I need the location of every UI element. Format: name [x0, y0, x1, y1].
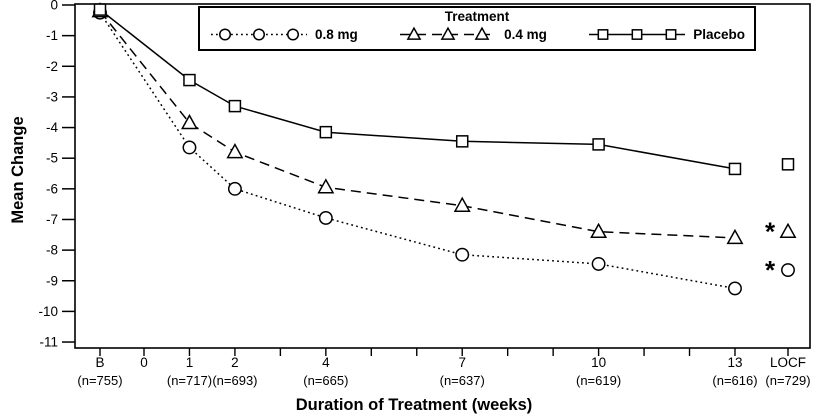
marker-circle-icon — [182, 140, 197, 155]
x-axis: B (n=755) 0 1 (n=717) 2 (n=693) 4 (n=665) 7 (n=637… — [77, 348, 811, 388]
legend-entry-placebo: Placebo — [587, 25, 745, 44]
x-tick-label: 1 — [186, 355, 194, 370]
y-axis-title: Mean Change — [9, 116, 27, 224]
marker-square-icon — [183, 73, 196, 87]
legend-swatch-circle-dotted-icon — [211, 27, 307, 41]
x-axis-title: Duration of Treatment (weeks) — [295, 396, 533, 414]
marker-square-icon — [597, 28, 609, 40]
marker-circle-icon — [218, 27, 232, 41]
asterisk-annotation: * — [765, 217, 776, 247]
marker-circle-icon — [591, 256, 606, 271]
x-tick-label: 0 — [140, 355, 148, 370]
marker-square-icon — [781, 158, 795, 171]
marker-square-icon — [319, 125, 333, 139]
marker-square-icon — [455, 135, 469, 148]
x-tick-sublabel: (n=717) — [167, 373, 212, 388]
plot-border — [74, 3, 811, 349]
y-tick-label: 0 — [50, 0, 58, 13]
marker-triangle-icon — [317, 178, 335, 194]
legend-swatch-triangle-dashed-icon — [400, 26, 497, 40]
x-tick-sublabel: (n=616) — [712, 373, 757, 388]
x-tick-sublabel: (n=755) — [77, 373, 122, 388]
marker-triangle-icon — [440, 26, 456, 40]
x-tick-sublabel: (n=729) — [765, 373, 810, 388]
x-tick-label: B — [95, 355, 104, 370]
marker-square-icon — [93, 3, 107, 16]
marker-circle-icon — [781, 263, 795, 277]
x-tick-sublabel: (n=665) — [303, 373, 348, 388]
x-tick-label: 10 — [591, 355, 606, 370]
y-tick-label: -1 — [46, 28, 58, 43]
legend-label-0-8mg: 0.8 mg — [315, 26, 358, 42]
series-placebo — [93, 3, 795, 176]
x-tick-label: 13 — [727, 355, 742, 370]
marker-triangle-icon — [779, 222, 797, 238]
y-axis: 0 -1 -2 -3 -4 -5 -6 -7 -8 -9 -10 -11 — [38, 0, 75, 350]
marker-circle-icon — [286, 27, 300, 41]
y-tick-label: -5 — [46, 151, 58, 166]
marker-circle-icon — [728, 281, 742, 296]
legend-label-placebo: Placebo — [693, 26, 745, 42]
legend-label-0-4mg: 0.4 mg — [504, 26, 547, 42]
legend-entry-0-4mg: 0.4 mg — [398, 25, 547, 44]
marker-circle-icon — [252, 27, 266, 41]
marker-triangle-icon — [226, 143, 244, 159]
marker-square-icon — [228, 99, 242, 113]
marker-triangle-icon — [474, 26, 490, 40]
marker-triangle-icon — [590, 222, 608, 238]
legend-entry-0-8mg: 0.8 mg — [209, 25, 358, 44]
series-0-4-mg — [91, 2, 797, 245]
marker-circle-icon — [227, 181, 242, 196]
y-tick-label: -3 — [46, 89, 58, 104]
x-tick-sublabel: (n=693) — [212, 373, 257, 388]
legend-title: Treatment — [444, 9, 510, 24]
marker-square-icon — [728, 162, 742, 176]
y-tick-label: -2 — [46, 59, 58, 74]
x-tick-label: 4 — [322, 355, 330, 370]
x-tick-label: LOCF — [770, 355, 806, 370]
y-tick-label: -7 — [46, 212, 58, 227]
y-tick-label: -4 — [46, 120, 58, 135]
y-tick-label: -9 — [46, 273, 58, 288]
marker-triangle-icon — [726, 228, 744, 245]
y-tick-label: -6 — [46, 181, 58, 196]
marker-square-icon — [592, 138, 605, 151]
x-tick-label: 2 — [231, 355, 239, 370]
significance-asterisks: ** — [765, 217, 776, 285]
legend: Treatment 0.8 mg 0.4 mg Placebo — [198, 6, 756, 51]
marker-triangle-icon — [453, 196, 471, 212]
x-tick-label: 7 — [458, 355, 466, 370]
y-tick-label: -10 — [38, 304, 58, 319]
marker-square-icon — [631, 28, 643, 40]
marker-triangle-icon — [406, 26, 422, 40]
legend-swatch-square-solid-icon — [589, 28, 686, 40]
x-tick-sublabel: (n=637) — [440, 373, 485, 388]
legend-entries: 0.8 mg 0.4 mg Placebo — [200, 25, 754, 44]
asterisk-annotation: * — [765, 255, 776, 285]
marker-circle-icon — [455, 247, 470, 262]
y-tick-label: -8 — [46, 243, 58, 258]
marker-square-icon — [665, 28, 677, 40]
x-tick-sublabel: (n=619) — [576, 373, 621, 388]
y-tick-label: -11 — [39, 335, 58, 350]
marker-triangle-icon — [180, 113, 198, 130]
marker-circle-icon — [318, 210, 333, 225]
